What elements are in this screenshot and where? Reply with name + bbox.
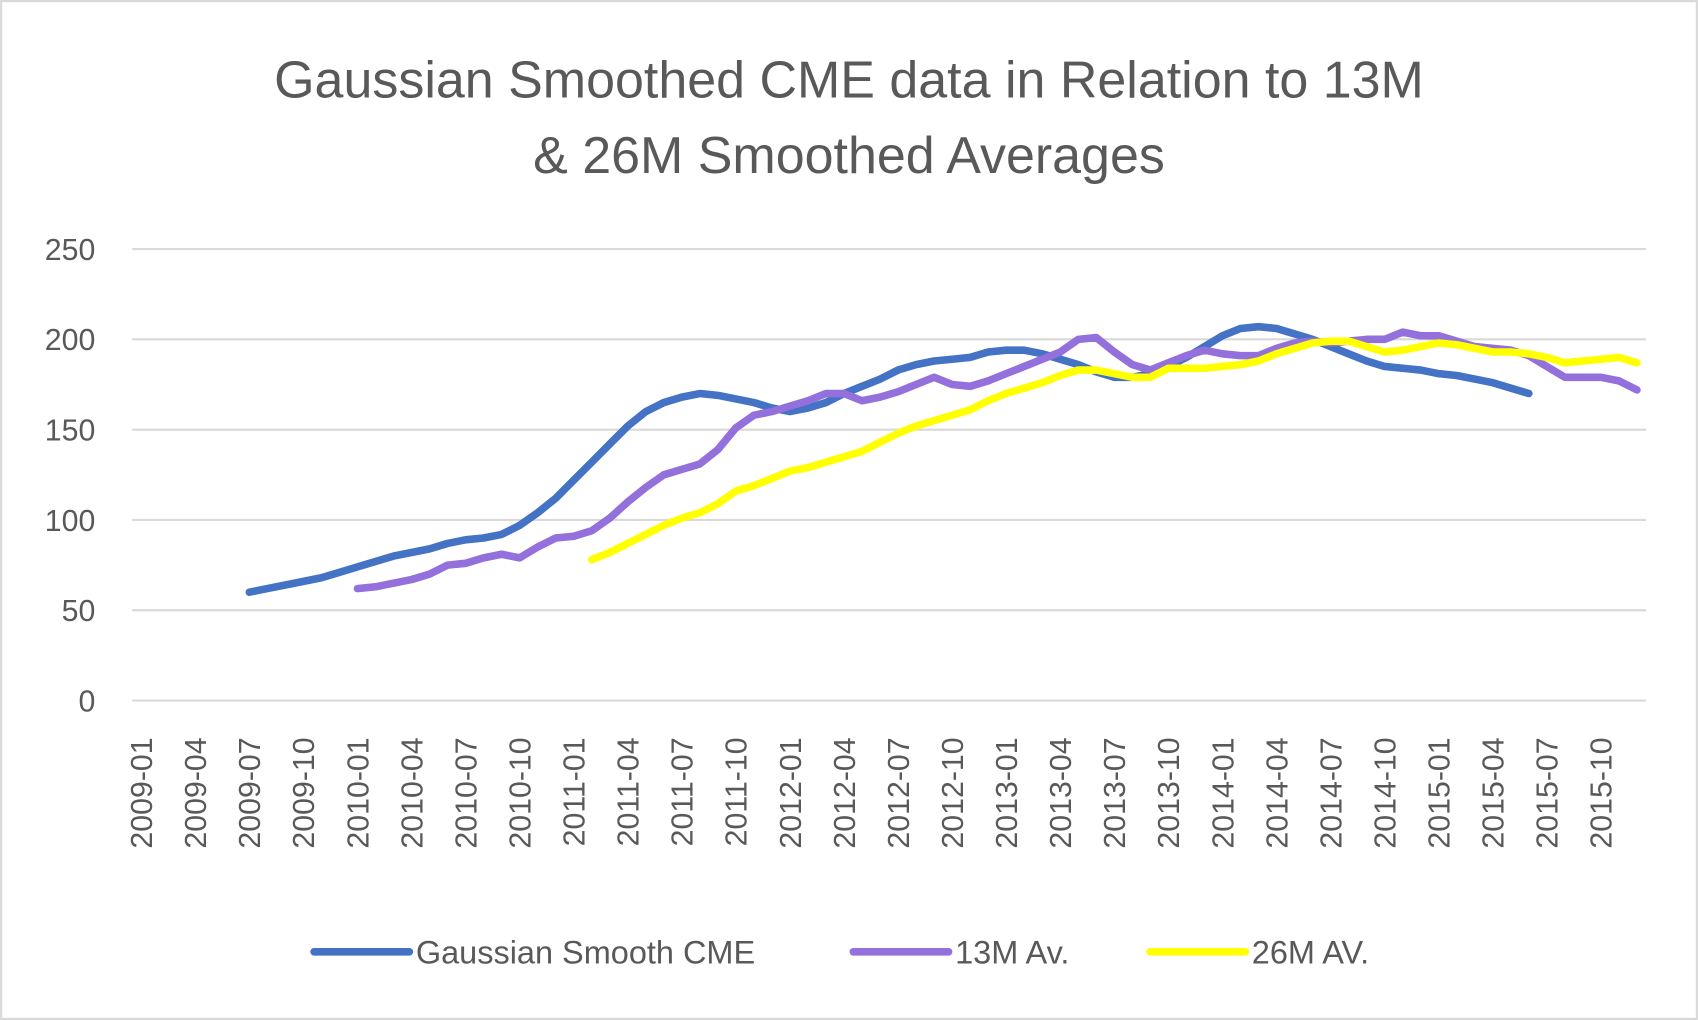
series-line: [587, 337, 1641, 564]
x-tick-label: 2009-10: [288, 737, 321, 848]
y-tick-label: 100: [45, 505, 96, 538]
x-tick-label: 2010-04: [396, 737, 429, 848]
x-tick-label: 2015-07: [1532, 737, 1565, 848]
x-tick-label: 2015-04: [1478, 737, 1511, 848]
y-tick-label: 150: [45, 414, 96, 447]
x-tick-label: 2011-01: [559, 737, 592, 846]
x-tick-label: 2012-10: [937, 737, 970, 848]
x-tick-label: 2014-10: [1369, 737, 1402, 848]
x-tick-label: 2009-01: [126, 737, 159, 848]
x-tick-label: 2014-01: [1207, 737, 1240, 848]
y-tick-label: 0: [79, 685, 96, 718]
x-tick-label: 2009-07: [234, 737, 267, 848]
x-tick-label: 2013-07: [1099, 737, 1132, 848]
x-tick-label: 2013-01: [991, 737, 1024, 848]
y-tick-label: 50: [62, 595, 96, 628]
x-tick-label: 2014-04: [1261, 737, 1294, 848]
x-tick-label: 2013-10: [1153, 737, 1186, 848]
x-tick-label: 2014-07: [1315, 737, 1348, 848]
x-tick-label: 2011-07: [667, 737, 700, 846]
chart-title: Gaussian Smoothed CME data in Relation t…: [274, 51, 1424, 109]
x-tick-label: 2013-04: [1045, 737, 1078, 848]
x-tick-label: 2009-04: [180, 737, 213, 848]
x-tick-label: 2011-04: [613, 737, 646, 846]
legend-label: 13M Av.: [955, 935, 1069, 971]
y-tick-label: 250: [45, 234, 96, 267]
legend-label: Gaussian Smooth CME: [416, 935, 755, 971]
x-tick-label: 2010-10: [504, 737, 537, 848]
x-tick-label: 2011-10: [721, 737, 754, 846]
x-tick-label: 2010-07: [450, 737, 483, 848]
x-tick-label: 2012-04: [829, 737, 862, 848]
series-line: [353, 328, 1641, 593]
x-tick-label: 2015-10: [1586, 737, 1619, 848]
x-tick-label: 2012-07: [883, 737, 916, 848]
y-tick-label: 200: [45, 324, 96, 357]
chart-title: & 26M Smoothed Averages: [533, 127, 1165, 185]
x-tick-label: 2012-01: [775, 737, 808, 848]
legend-label: 26M AV.: [1252, 935, 1369, 971]
x-tick-label: 2010-01: [342, 737, 375, 848]
x-tick-label: 2015-01: [1424, 737, 1457, 848]
